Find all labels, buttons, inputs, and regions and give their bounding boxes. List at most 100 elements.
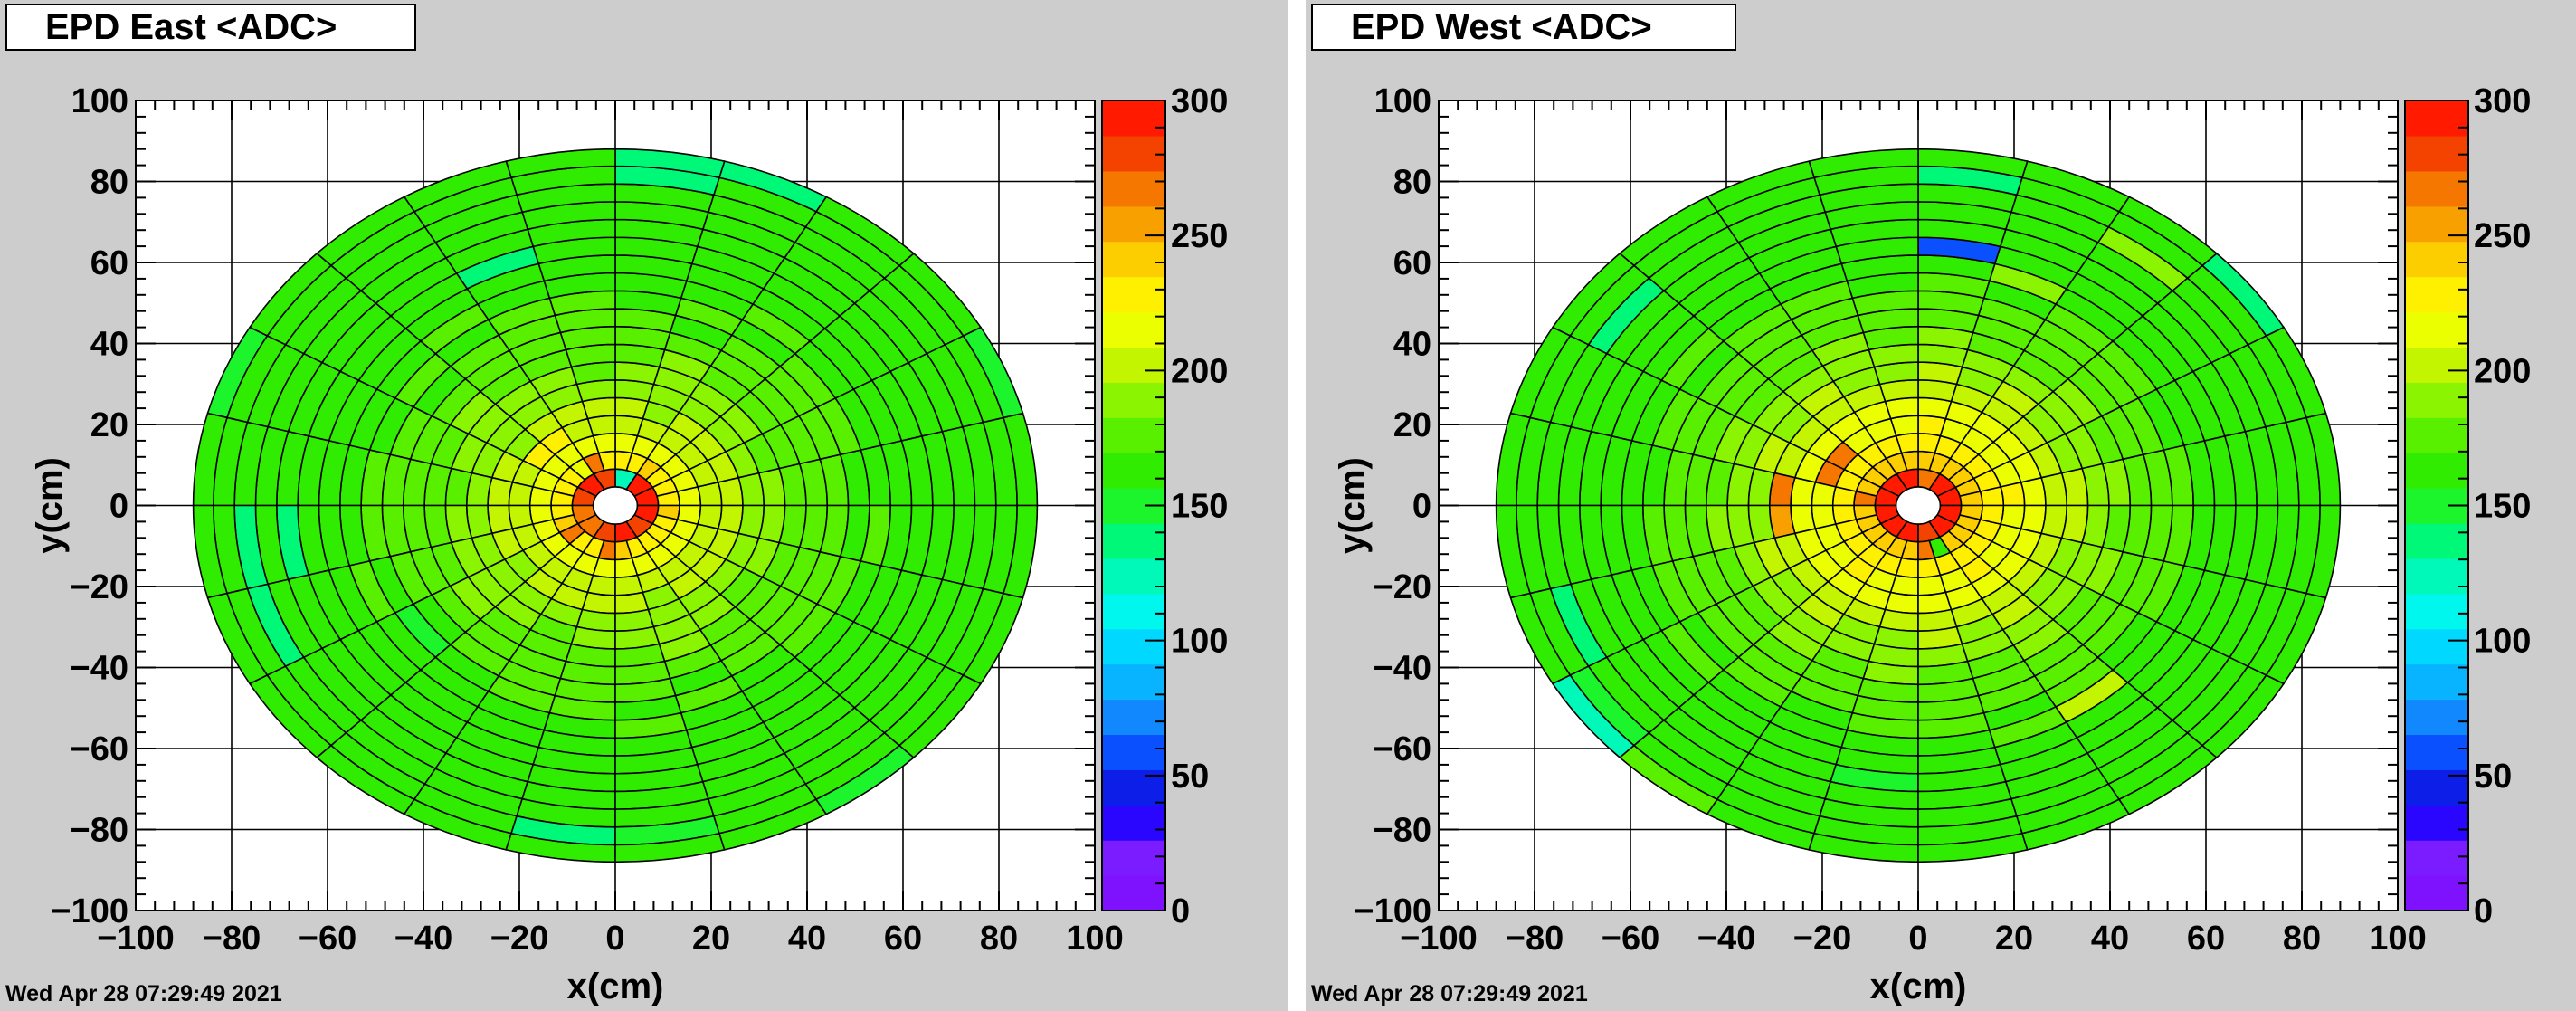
y-axis-label: y(cm) bbox=[30, 457, 70, 554]
x-tick-label: 20 bbox=[692, 920, 730, 958]
color-scale-bin bbox=[2405, 875, 2468, 911]
east-pad: EPD East <ADC> −100 −80 −60 −40 −20 0 20 40 60 80… bbox=[5, 4, 1229, 1006]
y-tick-label: 0 bbox=[109, 488, 128, 526]
y-tick-label: 20 bbox=[90, 406, 128, 444]
color-scale-bin bbox=[1102, 100, 1165, 137]
color-scale-bin bbox=[2405, 805, 2468, 841]
x-tick-label: −40 bbox=[1697, 920, 1755, 958]
color-scale-bin bbox=[2405, 734, 2468, 770]
color-scale-label: 0 bbox=[2474, 892, 2493, 930]
color-scale-bin bbox=[2405, 840, 2468, 876]
color-scale-bin bbox=[2405, 276, 2468, 313]
y-tick-label: −20 bbox=[1374, 568, 1431, 606]
color-scale-bin bbox=[1102, 593, 1165, 630]
y-tick-label: 60 bbox=[1393, 244, 1431, 282]
y-tick-label: 20 bbox=[1393, 406, 1431, 444]
y-tick-label: −80 bbox=[71, 812, 128, 850]
x-axis-label: x(cm) bbox=[1870, 967, 1967, 1006]
color-scale-label: 50 bbox=[1171, 758, 1209, 796]
y-tick-label: 40 bbox=[1393, 326, 1431, 364]
color-scale-bin bbox=[2405, 347, 2468, 383]
color-scale-label: 200 bbox=[2474, 352, 2531, 390]
y-tick-label: 40 bbox=[90, 326, 128, 364]
tile bbox=[508, 481, 534, 507]
color-scale-bin bbox=[1102, 522, 1165, 559]
y-tick-label: 0 bbox=[1412, 488, 1431, 526]
x-tick-label: 60 bbox=[2187, 920, 2225, 958]
color-scale-bin bbox=[2405, 699, 2468, 736]
y-tick-label: 100 bbox=[71, 82, 128, 120]
tile bbox=[614, 415, 644, 437]
color-scale-bin bbox=[1102, 205, 1165, 243]
color-scale-label: 200 bbox=[1171, 352, 1228, 390]
x-tick-label: −100 bbox=[1400, 920, 1478, 958]
color-scale: 0 50 100 150 200 250 300 bbox=[1101, 82, 1228, 930]
tile-group bbox=[192, 148, 1039, 863]
x-tick-label: 80 bbox=[2283, 920, 2321, 958]
color-scale-bin bbox=[2405, 663, 2468, 701]
pad-separator bbox=[1288, 0, 1306, 1011]
tile bbox=[586, 574, 616, 596]
color-scale-bin bbox=[1102, 558, 1165, 595]
color-scale-bin bbox=[1102, 276, 1165, 313]
y-tick-label: −60 bbox=[71, 730, 128, 768]
tile bbox=[2000, 504, 2026, 530]
axis-ticks bbox=[1438, 100, 2399, 911]
tile-group bbox=[1495, 148, 2342, 863]
tile bbox=[1889, 574, 1919, 596]
center-hole bbox=[1895, 486, 1942, 525]
color-scale-bin bbox=[2405, 135, 2468, 172]
x-tick-label: 40 bbox=[788, 920, 826, 958]
y-tick-label: 80 bbox=[90, 164, 128, 202]
tile bbox=[1811, 481, 1837, 507]
color-scale-bin bbox=[2405, 241, 2468, 278]
color-scale-label: 150 bbox=[2474, 488, 2531, 526]
x-tick-label: −20 bbox=[1793, 920, 1851, 958]
x-tick-label: 0 bbox=[1908, 920, 1927, 958]
timestamp: Wed Apr 28 07:29:49 2021 bbox=[5, 981, 282, 1006]
color-scale-bin bbox=[2405, 628, 2468, 665]
y-axis-label: y(cm) bbox=[1333, 457, 1373, 554]
x-tick-label: −100 bbox=[97, 920, 175, 958]
x-tick-label: −40 bbox=[394, 920, 452, 958]
west-pad: EPD West <ADC> −100 −80 −60 −40 −20 0 20 40 60 80… bbox=[1306, 0, 2576, 1011]
tile bbox=[697, 504, 723, 530]
color-scale-bin bbox=[2405, 417, 2468, 453]
x-tick-label: 100 bbox=[1066, 920, 1123, 958]
x-tick-label: −20 bbox=[490, 920, 548, 958]
tile bbox=[1002, 504, 1039, 599]
color-scale-label: 150 bbox=[1171, 488, 1228, 526]
color-scale-label: 250 bbox=[1171, 217, 1228, 255]
color-scale-bin bbox=[2405, 382, 2468, 418]
tile bbox=[1917, 415, 1947, 437]
color-scale-bin bbox=[2405, 453, 2468, 489]
y-tick-label: −100 bbox=[51, 892, 128, 930]
y-tick-label: −100 bbox=[1354, 892, 1431, 930]
color-scale-bin bbox=[2405, 558, 2468, 595]
chart-title: EPD East <ADC> bbox=[5, 4, 416, 51]
color-scale-bin bbox=[1102, 840, 1165, 876]
x-tick-label: 40 bbox=[2091, 920, 2129, 958]
y-tick-label: −40 bbox=[1374, 650, 1431, 688]
x-tick-label: 80 bbox=[980, 920, 1018, 958]
y-tick-label: 80 bbox=[1393, 164, 1431, 202]
color-scale-label: 300 bbox=[1171, 82, 1228, 120]
color-scale-bin bbox=[1102, 417, 1165, 453]
color-scale-bin bbox=[2405, 311, 2468, 348]
east-chart: −100 −80 −60 −40 −20 0 20 40 60 80 100 −100 −80 −60 −4… bbox=[30, 82, 1228, 1006]
color-scale: 0 50 100 150 200 250 300 bbox=[2404, 82, 2531, 930]
color-scale-bin bbox=[1102, 663, 1165, 701]
color-scale-bin bbox=[1102, 699, 1165, 736]
color-scale-bin bbox=[2405, 205, 2468, 243]
color-scale-bin bbox=[2405, 170, 2468, 207]
x-tick-label: 20 bbox=[1995, 920, 2033, 958]
color-scale-label: 50 bbox=[2474, 758, 2512, 796]
x-tick-label: 100 bbox=[2369, 920, 2426, 958]
color-scale-label: 100 bbox=[1171, 623, 1228, 661]
x-tick-label: −60 bbox=[1602, 920, 1659, 958]
color-scale-bin bbox=[2405, 100, 2468, 137]
x-tick-label: 60 bbox=[884, 920, 922, 958]
color-scale-label: 100 bbox=[2474, 623, 2531, 661]
color-scale-label: 0 bbox=[1171, 892, 1190, 930]
x-axis-label: x(cm) bbox=[567, 967, 664, 1006]
